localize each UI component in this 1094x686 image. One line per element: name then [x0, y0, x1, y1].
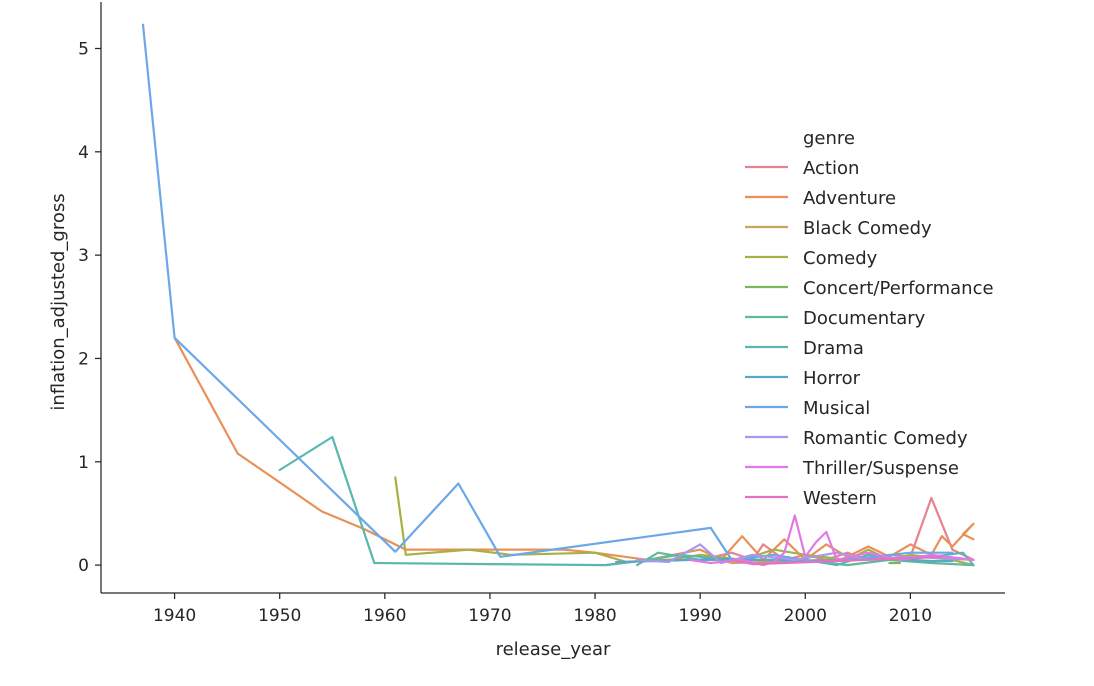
y-tick-label: 0 — [78, 556, 89, 576]
legend: genre Action Adventure Black Comedy Comedy C… — [745, 128, 994, 509]
y-tick-label: 4 — [78, 143, 89, 163]
y-axis-label: inflation_adjusted_gross — [48, 193, 69, 410]
series-line-western — [730, 555, 944, 566]
legend-label-black-comedy: Black Comedy — [803, 218, 932, 239]
legend-label-horror: Horror — [803, 368, 861, 389]
y-tick-label: 3 — [78, 246, 89, 266]
legend-label-action: Action — [803, 158, 859, 179]
y-tick-label: 1 — [78, 453, 89, 473]
series-line-musical — [141, 23, 954, 564]
x-tick-label: 1990 — [679, 606, 722, 626]
y-tick-label: 5 — [78, 39, 89, 59]
x-axis-label: release_year — [496, 639, 611, 660]
x-tick-label: 2000 — [784, 606, 827, 626]
legend-label-drama: Drama — [803, 338, 864, 359]
legend-label-concert-performance: Concert/Performance — [803, 278, 994, 299]
legend-label-western: Western — [803, 488, 877, 509]
legend-label-musical: Musical — [803, 398, 870, 419]
series-line-thriller-suspense — [688, 514, 975, 567]
legend-title: genre — [803, 128, 855, 149]
legend-label-thriller-suspense: Thriller/Suspense — [802, 458, 959, 479]
legend-label-documentary: Documentary — [803, 308, 926, 329]
axes — [100, 2, 1005, 594]
x-tick-label: 1950 — [258, 606, 301, 626]
x-tick-label: 1940 — [153, 606, 196, 626]
x-tick-label: 2010 — [889, 606, 932, 626]
legend-items: Action Adventure Black Comedy Comedy Concert… — [745, 158, 994, 509]
y-ticks: 0 1 2 3 4 5 — [78, 39, 101, 576]
legend-label-romantic-comedy: Romantic Comedy — [803, 428, 968, 449]
legend-label-adventure: Adventure — [803, 188, 896, 209]
legend-label-comedy: Comedy — [803, 248, 878, 269]
x-tick-label: 1970 — [468, 606, 511, 626]
x-tick-label: 1980 — [573, 606, 616, 626]
y-tick-label: 2 — [78, 349, 89, 369]
x-tick-label: 1960 — [363, 606, 406, 626]
x-ticks: 1940 1950 1960 1970 1980 1990 2000 2010 — [153, 593, 932, 626]
series-lines — [141, 23, 975, 567]
